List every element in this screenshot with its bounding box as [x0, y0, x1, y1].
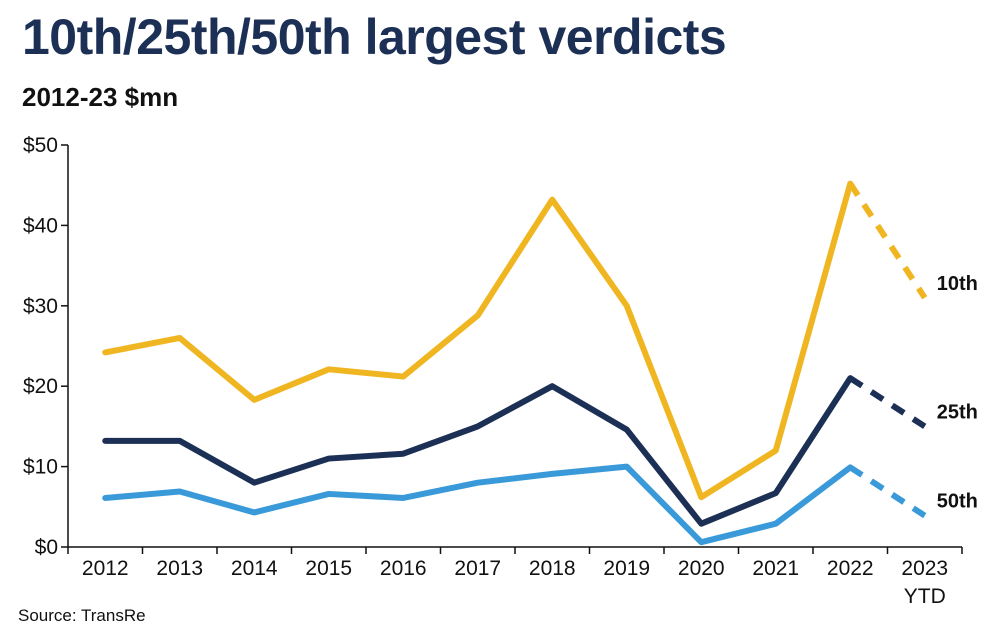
- y-tick-label: $20: [23, 375, 58, 398]
- x-tick-label: 2022: [827, 557, 874, 580]
- y-ticks: $0 $10 $20 $30 $40 $50: [23, 134, 68, 559]
- series-lines: [102, 180, 928, 546]
- x-tick-label: 2019: [603, 557, 650, 580]
- x-tick-label: 2017: [454, 557, 501, 580]
- x-tick-label: 2016: [380, 557, 427, 580]
- y-tick-label: $40: [23, 214, 58, 237]
- series-dashed-segment-25th: [848, 375, 927, 429]
- y-tick-label: $10: [23, 456, 58, 479]
- x-tick-label: 2014: [231, 557, 278, 580]
- page-title: 10th/25th/50th largest verdicts: [22, 9, 727, 65]
- x-tick-label: 2015: [305, 557, 352, 580]
- y-tick-label: $0: [35, 536, 58, 559]
- series-line-50th: [102, 463, 854, 546]
- chart-subtitle: 2012-23 $mn: [22, 82, 179, 112]
- x-ticks: 2012 2013 2014 2015 2016 2017 2018 2019 2020 2021…: [67, 547, 963, 608]
- y-tick-label: $50: [23, 134, 58, 157]
- x-tick-label: 2020: [678, 557, 725, 580]
- source-note: Source: TransRe: [18, 606, 146, 625]
- x-tick-label: 2018: [529, 557, 576, 580]
- series-label-50th: 50th: [937, 491, 978, 513]
- x-tick-label: 2012: [82, 557, 129, 580]
- y-tick-label: $30: [23, 295, 58, 318]
- series-dashed-segment-50th: [848, 464, 927, 519]
- series-line-10th: [102, 180, 854, 501]
- series-dashed-segment-10th: [847, 181, 928, 300]
- x-tick-label: 2021: [752, 557, 799, 580]
- x-tick-label: 2013: [156, 557, 203, 580]
- series-line-25th: [102, 375, 854, 527]
- series-label-10th: 10th: [937, 273, 978, 295]
- series-labels: 10th 25th 50th: [937, 273, 978, 513]
- series-label-25th: 25th: [937, 401, 978, 423]
- x-tick-label: 2023: [901, 557, 948, 580]
- x-tick-sublabel: YTD: [904, 585, 946, 608]
